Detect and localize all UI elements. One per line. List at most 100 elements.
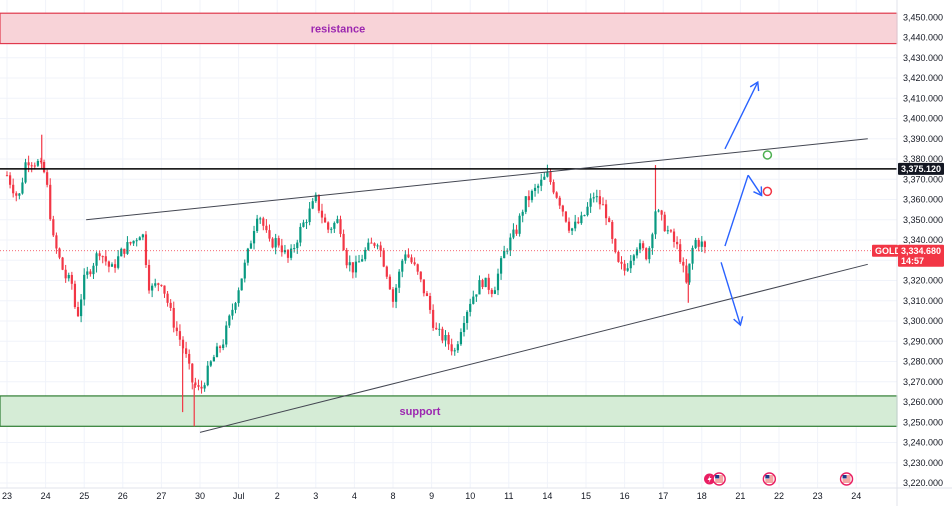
y-tick-label: 3,230.000: [903, 458, 943, 468]
upper-trendline[interactable]: [86, 138, 868, 221]
candle-body: [635, 249, 639, 256]
candle-body: [564, 211, 568, 222]
candle-body: [561, 205, 564, 212]
x-tick-label: 3: [313, 491, 318, 501]
candle-body: [8, 175, 12, 185]
lightning-icon: [707, 475, 712, 483]
lower-trendline[interactable]: [199, 263, 868, 433]
x-tick-label: 9: [429, 491, 434, 501]
x-tick-label: 16: [620, 491, 630, 501]
candle-body: [58, 248, 61, 258]
candle-body: [376, 245, 379, 247]
x-tick-label: 24: [851, 491, 861, 501]
x-tick-label: 23: [813, 491, 823, 501]
projection-arrow-1-leg: [747, 174, 763, 196]
candle-body: [323, 217, 327, 223]
candle-body: [237, 290, 240, 304]
candle-body: [682, 261, 685, 266]
x-tick-label: 26: [118, 491, 128, 501]
x-tick-label: 27: [156, 491, 166, 501]
candle-body: [546, 171, 549, 177]
x-tick-label: 14: [542, 491, 552, 501]
y-axis[interactable]: 3,220.000 3,230.000 3,240.000 3,250.000 3,26…: [896, 0, 943, 506]
candle-body: [611, 221, 614, 239]
horizontal-line-price-label: 3,375.120: [901, 164, 941, 174]
y-tick-label: 3,370.000: [903, 174, 943, 184]
candle-body: [342, 233, 345, 251]
candle-body: [589, 198, 592, 207]
candle-body: [311, 201, 314, 209]
candle-body: [327, 222, 330, 230]
candle-body: [487, 277, 490, 290]
candle-body: [305, 222, 308, 224]
resistance-zone[interactable]: [0, 12, 898, 45]
candle-body: [123, 248, 126, 254]
us-flag-event-icon[interactable]: [839, 472, 854, 486]
candle-body: [357, 261, 361, 263]
x-tick-label: 2: [275, 491, 280, 501]
candle-body: [623, 263, 626, 271]
candle-body: [604, 204, 608, 219]
candle-body: [30, 165, 33, 167]
y-tick-label: 3,410.000: [903, 93, 943, 103]
candle-body: [36, 160, 39, 166]
candle-body: [484, 277, 487, 288]
candle-body: [280, 245, 283, 253]
candle-body: [283, 249, 287, 253]
candle-body: [197, 385, 200, 387]
drawings[interactable]: [0, 138, 897, 433]
bar-countdown-label: 14:57: [901, 256, 924, 266]
candle-body: [642, 243, 645, 249]
support-zone[interactable]: [0, 395, 898, 427]
candle-body: [586, 206, 589, 216]
x-tick-label: Jul: [233, 491, 245, 501]
take-profit-marker: [762, 150, 773, 160]
x-tick-label: 15: [581, 491, 591, 501]
candle-body: [697, 239, 700, 247]
candle-body: [144, 234, 148, 266]
candle-body: [166, 293, 169, 303]
flag-canton: [765, 475, 770, 479]
candle-body: [413, 262, 416, 265]
candle-body: [632, 255, 635, 261]
candle-body: [262, 218, 265, 226]
x-tick-label: 21: [735, 491, 745, 501]
y-tick-label: 3,350.000: [903, 215, 943, 225]
candle-body: [499, 258, 503, 274]
current-price-label: 3,334.680: [901, 246, 941, 256]
symbol-tag: [872, 244, 898, 257]
candle-body: [348, 262, 351, 266]
candle-body: [83, 274, 86, 300]
candle-body: [679, 244, 682, 262]
candle-body: [425, 293, 429, 296]
candle-body: [154, 283, 157, 286]
candle-body: [450, 344, 453, 352]
candle-body: [274, 238, 277, 248]
candle-body: [364, 249, 367, 260]
y-tick-label: 3,270.000: [903, 377, 943, 387]
candle-body: [33, 165, 36, 167]
candle-body: [388, 276, 392, 290]
candle-body: [70, 274, 73, 284]
candle-body: [574, 221, 577, 229]
candle-body: [129, 242, 132, 244]
candle-body: [215, 346, 219, 358]
candle-body: [549, 171, 552, 183]
candle-body: [252, 231, 256, 244]
candle-body: [234, 303, 237, 310]
candle-body: [391, 289, 395, 302]
candle-body: [151, 285, 154, 291]
us-flag-event-icon[interactable]: [762, 472, 777, 486]
x-axis[interactable]: 23 24 25 26 27 30 Jul 2 3 4 8 9 10 11 14 15 16 17 18 21 22 23…: [0, 472, 952, 501]
candle-body: [209, 361, 212, 366]
candle-body: [447, 334, 450, 345]
candle-body: [277, 238, 280, 246]
candle-body: [113, 264, 117, 268]
candle-body: [317, 194, 320, 211]
us-flag-event-icon[interactable]: [712, 472, 726, 486]
candle-body: [95, 253, 98, 266]
candle-body: [222, 344, 225, 348]
projection-arrow-head-2: [733, 316, 744, 327]
candle-body: [444, 334, 447, 341]
